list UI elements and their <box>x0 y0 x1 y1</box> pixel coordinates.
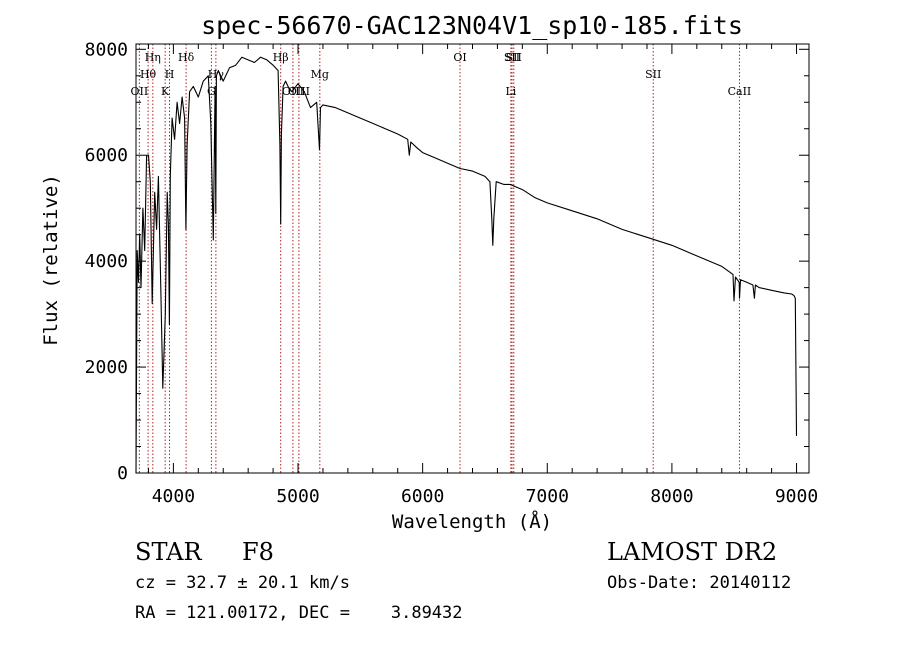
line-mark-label: K <box>161 85 170 98</box>
redshift-text: cz = 32.7 ± 20.1 km/s <box>135 573 350 593</box>
object-class: STAR <box>135 538 202 566</box>
object-subclass: F8 <box>242 538 274 566</box>
y-axis-label: Flux (relative) <box>40 174 62 346</box>
x-tick-label: 4000 <box>152 486 195 507</box>
line-mark-label: CaII <box>728 85 752 98</box>
line-mark-label: SII <box>504 51 520 64</box>
line-mark-label: Hβ <box>273 51 289 64</box>
y-tick-label: 0 <box>117 463 128 484</box>
line-mark-label: OI <box>453 51 466 64</box>
x-tick-label: 6000 <box>401 486 444 507</box>
line-marks <box>138 44 740 473</box>
line-mark-label: OIII <box>282 85 304 98</box>
line-mark-label: Hδ <box>178 51 195 64</box>
line-mark-label: OII <box>131 85 149 98</box>
y-tick-label: 6000 <box>85 145 128 166</box>
line-mark-label: Li <box>505 85 516 98</box>
line-mark-label: OIII <box>288 85 310 98</box>
y-tick-label: 4000 <box>85 251 128 272</box>
plot-frame <box>135 43 810 474</box>
y-tick-label: 2000 <box>85 357 128 378</box>
x-tick-label: 9000 <box>775 486 818 507</box>
line-mark-label: Hγ <box>208 68 225 81</box>
chart-title: spec-56670-GAC123N04V1_sp10-185.fits <box>201 11 743 40</box>
line-mark-label: SII <box>506 51 522 64</box>
line-mark-label: Hη <box>145 51 161 64</box>
tick-labels: 4000 5000 6000 7000 8000 9000 0 2000 4000 6000 800… <box>85 39 819 507</box>
line-mark-label: Hθ <box>140 68 157 81</box>
x-tick-label: 7000 <box>526 486 569 507</box>
spectrum-line <box>135 56 798 474</box>
x-axis-label: Wavelength (Å) <box>392 510 552 533</box>
line-mark-label: H <box>165 68 175 81</box>
line-mark-label: SII <box>645 68 661 81</box>
ra-dec-text: RA = 121.00172, DEC = 3.89432 <box>135 603 463 623</box>
y-tick-label: 8000 <box>85 39 128 60</box>
axis-ticks <box>136 44 809 474</box>
obs-date-text: Obs-Date: 20140112 <box>607 573 792 593</box>
line-mark-labels: OIIHθHηKHHδGHγHβOIIIOIIIMgOILiSIISIISIIC… <box>131 51 752 98</box>
x-tick-label: 8000 <box>650 486 693 507</box>
line-mark-label: Mg <box>311 68 329 81</box>
x-tick-label: 5000 <box>276 486 319 507</box>
line-mark-label: G <box>207 85 216 98</box>
survey-name: LAMOST DR2 <box>607 538 778 566</box>
